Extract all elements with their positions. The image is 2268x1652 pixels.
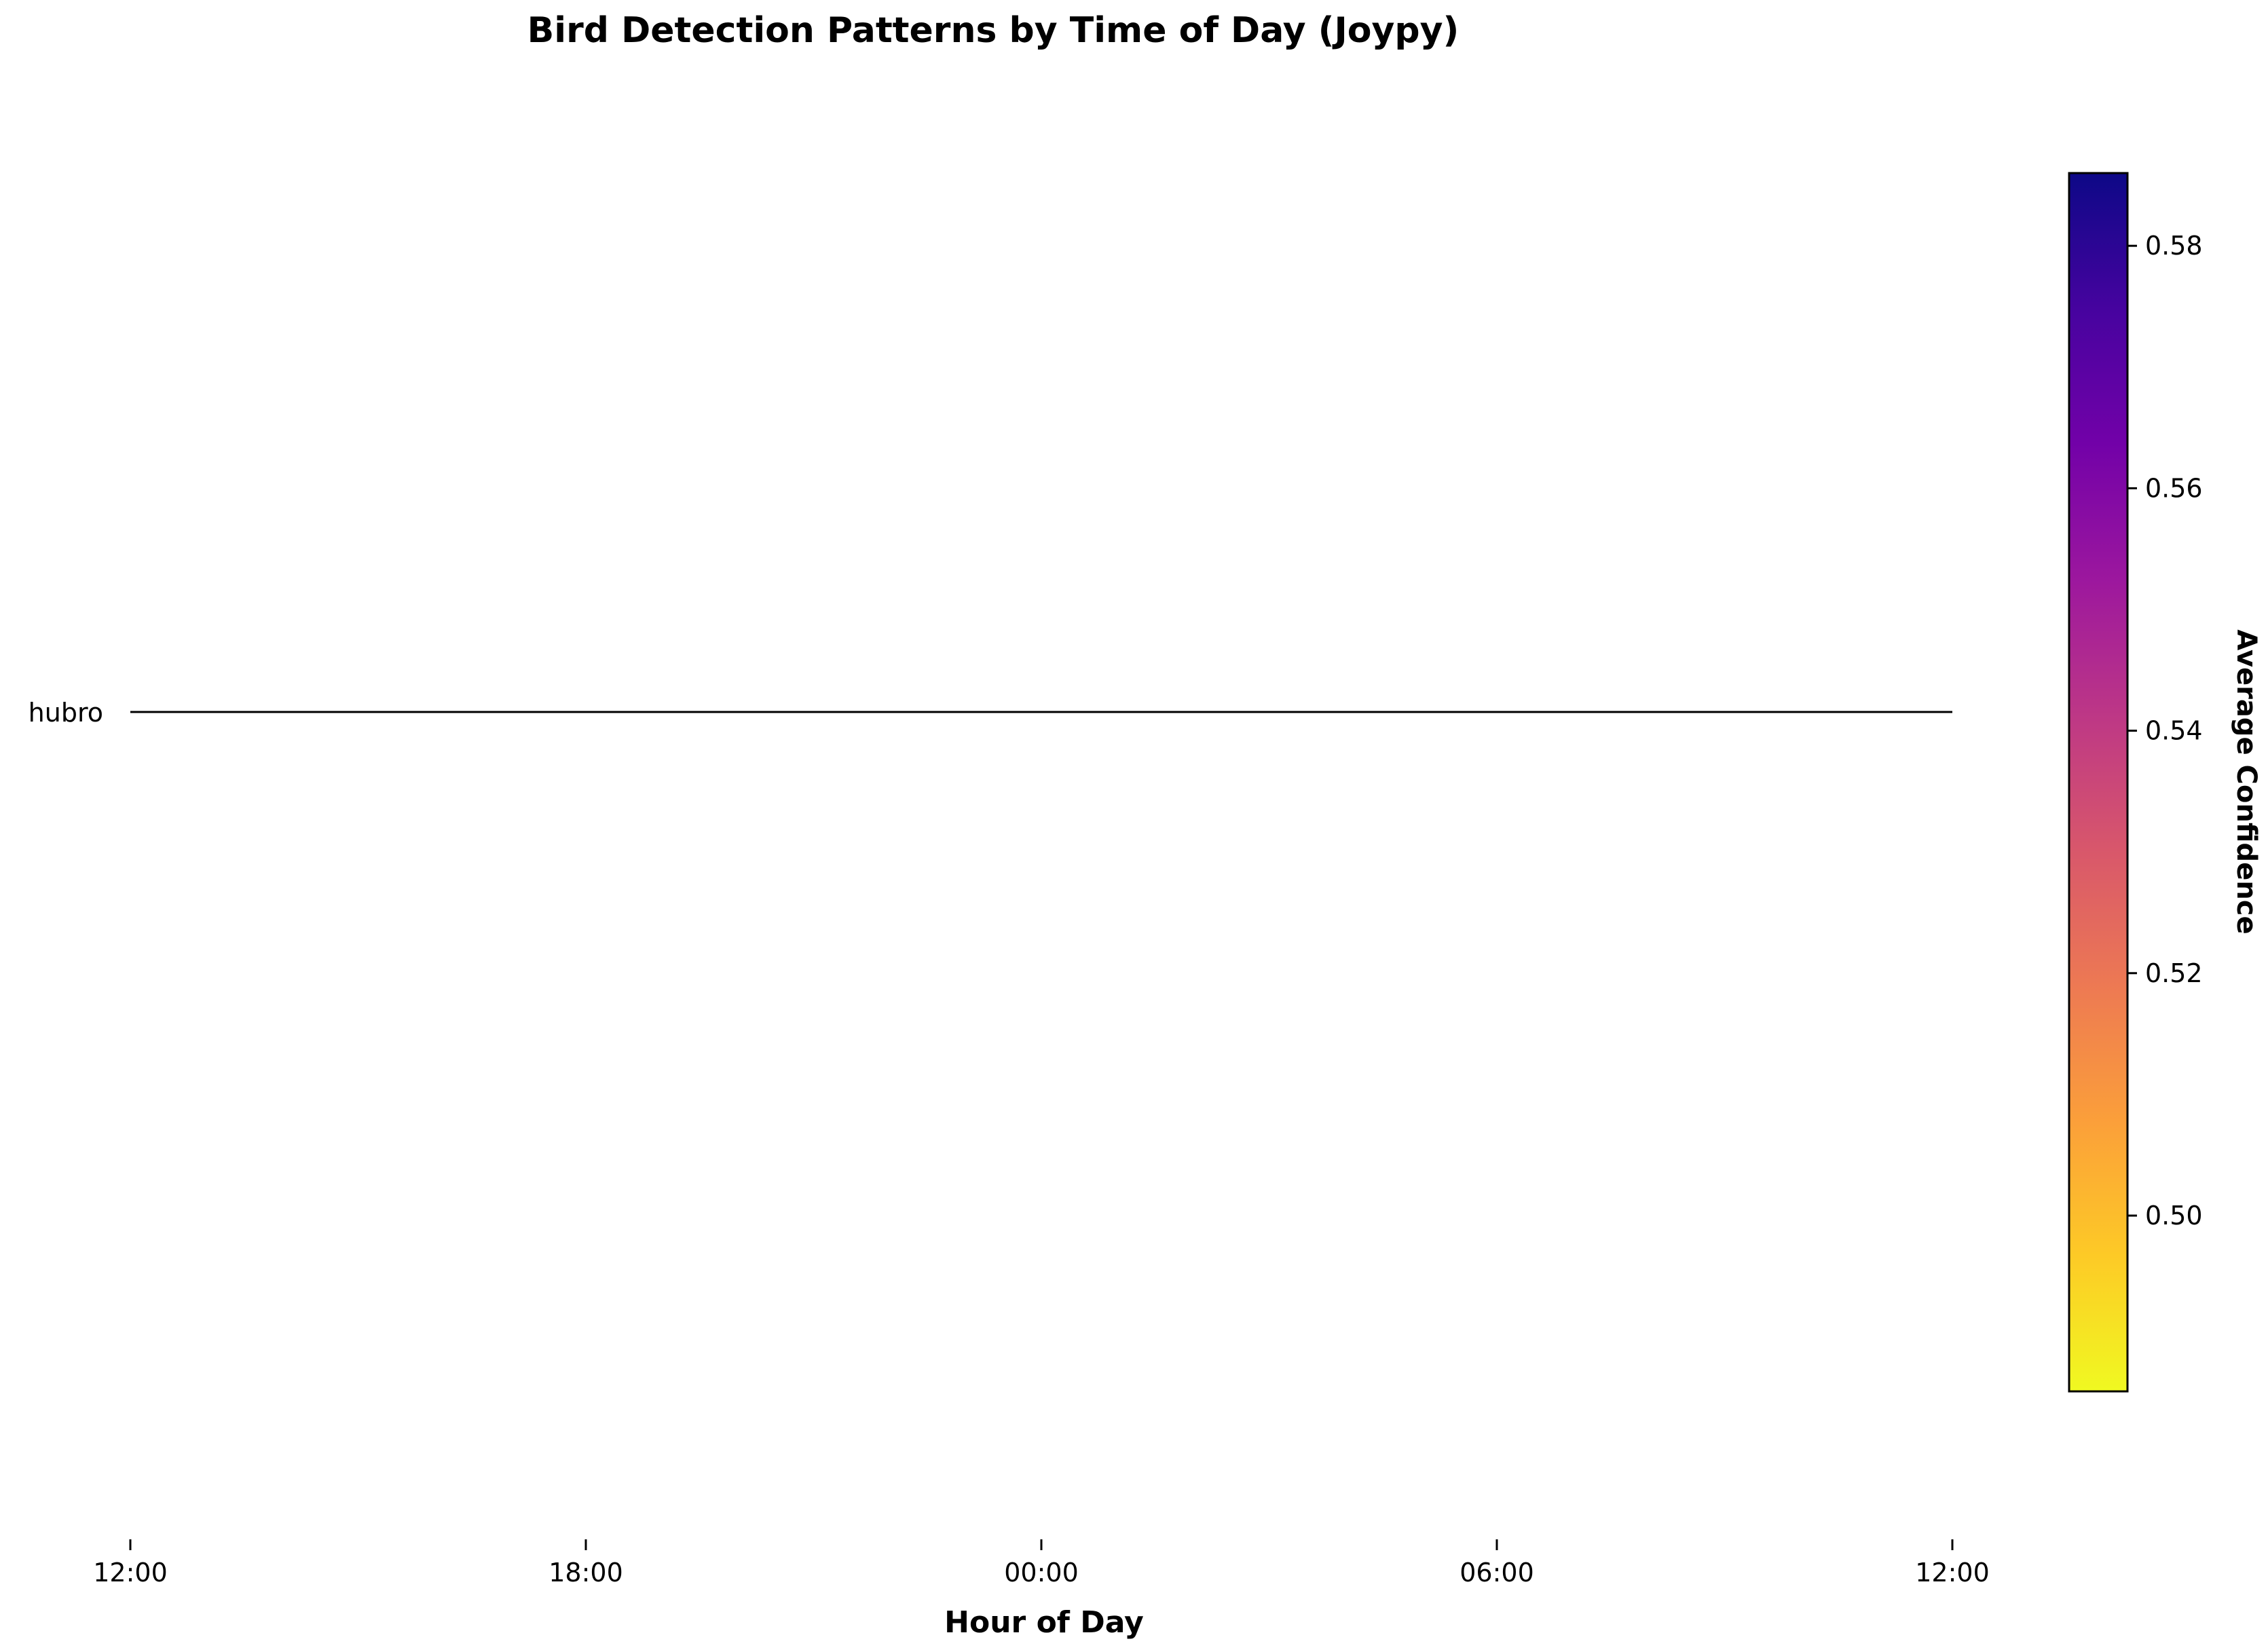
colorbar-tick-label: 0.58 bbox=[2145, 231, 2203, 261]
colorbar-tick-label: 0.54 bbox=[2145, 716, 2203, 746]
ridge-label-hubro: hubro bbox=[29, 698, 103, 728]
chart-title: Bird Detection Patterns by Time of Day (… bbox=[527, 10, 1460, 51]
x-tick-label: 06:00 bbox=[1460, 1558, 1534, 1588]
x-tick-label: 12:00 bbox=[93, 1558, 168, 1588]
colorbar-ticks: 0.50 0.52 0.54 0.56 0.58 bbox=[2127, 231, 2203, 1231]
colorbar-tick-label: 0.56 bbox=[2145, 473, 2203, 503]
x-tick-label: 18:00 bbox=[549, 1558, 623, 1588]
x-tick-label: 12:00 bbox=[1915, 1558, 1990, 1588]
x-tick-label: 00:00 bbox=[1004, 1558, 1079, 1588]
colorbar-bar bbox=[2068, 172, 2129, 1393]
x-axis: 12:00 18:00 00:00 06:00 12:00 bbox=[93, 1539, 1990, 1588]
colorbar-tick-label: 0.50 bbox=[2145, 1201, 2203, 1231]
x-axis-label: Hour of Day bbox=[944, 1605, 1144, 1640]
colorbar: 0.50 0.52 0.54 0.56 0.58 Average Confidence bbox=[2068, 172, 2262, 1393]
ridge-plot-area: hubro bbox=[29, 698, 1952, 728]
colorbar-label: Average Confidence bbox=[2231, 629, 2262, 934]
colorbar-tick-label: 0.52 bbox=[2145, 958, 2203, 988]
